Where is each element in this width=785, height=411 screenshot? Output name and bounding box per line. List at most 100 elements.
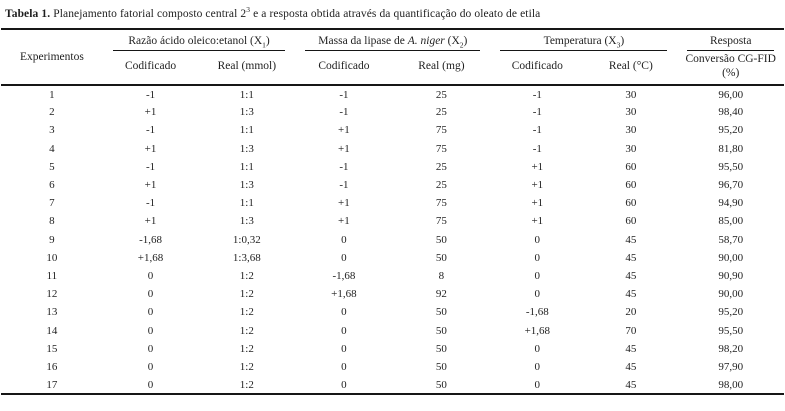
- table-cell: 1:1: [239, 160, 254, 173]
- table-caption-label: Tabela 1.: [5, 8, 51, 20]
- table-caption-text-1: Planejamento fatorial composto central 2: [50, 8, 247, 20]
- table-cell: 0: [147, 288, 154, 301]
- table-cell: 0: [534, 378, 541, 391]
- table-row: 6 +1 1:3 -1 25 +1 60 96,70: [1, 176, 784, 194]
- table-row: 9 -1,68 1:0,32 0 50 0 45 58,70: [1, 231, 784, 249]
- table-cell: 8: [49, 215, 55, 228]
- table-cell: 0: [147, 269, 154, 282]
- table-cell: 94,90: [718, 197, 744, 210]
- table-cell: 0: [534, 360, 541, 373]
- table-cell: -1: [532, 124, 542, 137]
- table-cell: 8: [438, 269, 445, 282]
- table-cell: 0: [534, 233, 541, 246]
- table-cell: +1,68: [524, 324, 551, 337]
- table-cell: 92: [435, 288, 447, 301]
- table-cell: 97,90: [718, 360, 744, 373]
- group-x2-var: (X: [444, 35, 460, 47]
- table-cell: 58,70: [718, 233, 744, 246]
- col-header-x2-coded: Codificado: [295, 51, 393, 86]
- table-cell: -1,68: [525, 306, 549, 319]
- sub-header-row: Codificado Real (mmol) Codificado Real (…: [1, 51, 784, 86]
- table-row: 11 0 1:2 -1,68 8 0 45 90,90: [1, 267, 784, 285]
- table-cell: 75: [435, 124, 447, 137]
- col-header-experiments: Experimentos: [1, 29, 103, 86]
- table-cell: 30: [625, 106, 637, 119]
- table-cell: 0: [341, 306, 347, 319]
- table-cell: 1:2: [239, 378, 254, 391]
- table-cell: +1: [144, 215, 157, 228]
- table-cell: 1:3: [239, 142, 254, 155]
- col-header-x2-real: Real (mg): [392, 51, 491, 86]
- table-cell: +1: [144, 142, 157, 155]
- table-cell: +1: [338, 197, 350, 210]
- col-header-x3-coded: Codificado: [490, 51, 585, 86]
- group-x2-subscript: 2: [459, 40, 464, 50]
- table-cell: -1,68: [139, 233, 162, 246]
- table-cell: 60: [625, 160, 637, 173]
- table-cell: 95,50: [718, 160, 744, 173]
- table-row: 1 -1 1:1 -1 25 -1 30 96,00: [1, 85, 784, 103]
- group-x1-close: ): [265, 35, 270, 47]
- table-cell: 90,00: [718, 251, 744, 264]
- table-cell: 25: [435, 88, 447, 101]
- table-row: 10 +1,68 1:3,68 0 50 0 45 90,00: [1, 249, 784, 267]
- table-cell: 60: [625, 197, 637, 210]
- table-cell: 45: [625, 378, 637, 391]
- table-cell: 98,40: [718, 106, 744, 119]
- table-cell: 75: [435, 197, 447, 210]
- col-group-x3: Temperatura (X3): [490, 29, 677, 51]
- table-row: 17 0 1:2 0 50 0 45 98,00: [1, 376, 784, 394]
- table-cell: 0: [534, 269, 541, 282]
- table-cell: 85,00: [718, 215, 744, 228]
- table-cell: 60: [625, 215, 637, 228]
- group-x2-text: Massa da lipase de: [318, 35, 408, 47]
- table-cell: +1: [531, 197, 544, 210]
- table-cell: 11: [46, 269, 58, 282]
- table-cell: 1:1: [239, 124, 254, 137]
- table-cell: -1,68: [332, 269, 356, 282]
- col-header-x1-real: Real (mmol): [198, 51, 296, 86]
- table-cell: +1: [144, 106, 157, 119]
- table-cell: -1: [339, 88, 349, 101]
- table-cell: 17: [46, 378, 58, 391]
- table-cell: 50: [435, 360, 447, 373]
- table-cell: -1: [532, 88, 542, 101]
- table-cell: 50: [435, 342, 447, 355]
- table-cell: 4: [49, 142, 55, 155]
- table-cell: 1:0,32: [232, 233, 261, 246]
- table-cell: 25: [435, 179, 447, 192]
- table-cell: +1: [338, 215, 350, 228]
- table-cell: 81,80: [718, 142, 744, 155]
- document-page: Tabela 1. Planejamento fatorial composto…: [1, 6, 784, 396]
- table-row: 14 0 1:2 0 50 +1,68 70 95,50: [1, 321, 784, 339]
- table-cell: -1: [339, 179, 349, 192]
- table-cell: 20: [625, 306, 637, 319]
- table-cell: 0: [341, 324, 347, 337]
- table-cell: 1:2: [239, 288, 254, 301]
- col-group-x3-label: Temperatura (X3): [500, 33, 668, 51]
- table-cell: 10: [46, 251, 58, 264]
- table-row: 3 -1 1:1 +1 75 -1 30 95,20: [1, 121, 784, 139]
- col-header-response: Conversão CG-FID (%): [677, 51, 784, 86]
- group-x3-close: ): [620, 35, 625, 47]
- table-cell: 1:2: [239, 269, 254, 282]
- col-group-x2-label: Massa da lipase de A. niger (X2): [305, 33, 481, 51]
- table-cell: 2: [49, 106, 55, 119]
- table-cell: 98,20: [718, 342, 744, 355]
- table-body: 1 -1 1:1 -1 25 -1 30 96,00 2 +1 1:3 -1 25 -1 30 98,40 3 -…: [1, 85, 784, 394]
- table-cell: 1:3: [239, 215, 254, 228]
- table-cell: 45: [625, 269, 637, 282]
- table-cell: 50: [435, 378, 447, 391]
- col-header-response-line2: (%): [722, 66, 740, 79]
- table-cell: 0: [341, 378, 347, 391]
- table-cell: -1: [145, 160, 156, 173]
- table-cell: 3: [49, 124, 55, 137]
- table-cell: 90,90: [718, 269, 744, 282]
- table-cell: +1,68: [137, 251, 164, 264]
- table-cell: 96,70: [718, 179, 744, 192]
- table-cell: 0: [147, 378, 154, 391]
- table-row: 13 0 1:2 0 50 -1,68 20 95,20: [1, 303, 784, 321]
- table-cell: 1:2: [239, 324, 254, 337]
- table-row: 2 +1 1:3 -1 25 -1 30 98,40: [1, 103, 784, 121]
- table-cell: 95,20: [718, 306, 744, 319]
